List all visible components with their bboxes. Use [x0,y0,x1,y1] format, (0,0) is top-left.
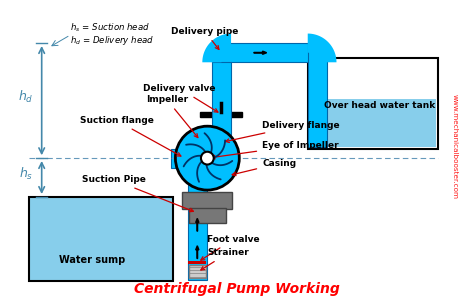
FancyArrow shape [254,51,267,54]
Bar [182,147,187,170]
Polygon shape [308,34,337,62]
FancyArrow shape [196,246,199,259]
Text: $h_s$: $h_s$ [18,165,33,181]
Text: Strainer: Strainer [201,248,249,270]
Text: Water sump: Water sump [59,255,125,265]
Text: $h_d$ = Delivery head: $h_d$ = Delivery head [71,34,155,47]
Text: Eye of Impeller: Eye of Impeller [211,141,339,159]
Bar [211,140,232,145]
Text: Over head water tank: Over head water tank [324,101,435,110]
FancyArrow shape [220,88,223,101]
Text: Impeller: Impeller [146,95,198,138]
Bar [188,261,206,264]
Text: Suction Pipe: Suction Pipe [82,175,193,212]
Bar [310,99,436,147]
Polygon shape [202,34,231,62]
Bar [201,111,243,117]
Text: Delivery pipe: Delivery pipe [171,27,238,49]
Bar [308,58,438,149]
FancyArrow shape [196,218,199,231]
Text: Centrifugal Pump Working: Centrifugal Pump Working [134,283,340,297]
FancyArrow shape [220,120,223,133]
Bar [308,43,327,147]
Text: Casing: Casing [232,159,296,176]
Text: Delivery flange: Delivery flange [226,121,340,142]
Bar [212,62,231,168]
Bar [188,164,207,280]
Bar [189,265,206,278]
Circle shape [201,152,214,164]
Text: $h_s$ = Suction head: $h_s$ = Suction head [71,21,151,34]
Bar [189,208,226,223]
Bar [171,148,188,168]
Text: Foot valve: Foot valve [201,235,260,260]
Bar [212,43,231,62]
Bar [29,197,173,281]
Bar [182,192,232,209]
Text: www.mechanicalbooster.com: www.mechanicalbooster.com [452,94,458,199]
Bar [212,43,309,62]
Text: Suction flange: Suction flange [80,116,181,156]
Circle shape [175,126,239,190]
Text: $h_d$: $h_d$ [18,89,34,105]
Text: Delivery valve: Delivery valve [144,84,218,112]
